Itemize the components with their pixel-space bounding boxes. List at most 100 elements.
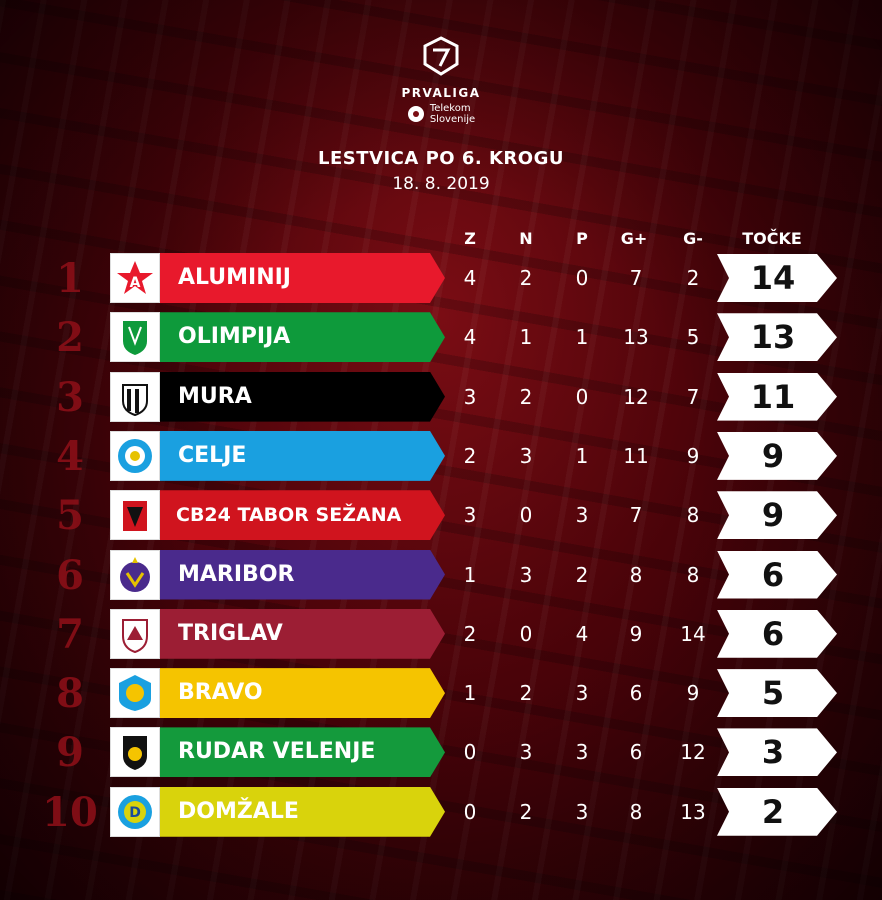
points-badge: 5 [717,669,837,718]
club-banner: DOMŽALE [160,786,445,837]
col-header-points: TOČKE [742,229,802,248]
page-title: LESTVICA PO 6. KROGU [318,148,564,169]
club-name: DOMŽALE [178,798,299,824]
club-banner: ALUMINIJ [160,253,445,303]
points-value: 9 [761,436,785,475]
stat-gplus: 9 [629,621,643,646]
stat-p: 1 [575,443,589,468]
stat-gplus: 8 [629,562,643,587]
stat-gplus: 6 [629,740,643,765]
stat-gplus: 7 [629,266,643,290]
mura-crest-icon [110,371,160,422]
row-rank: 1 [56,255,84,302]
club-banner: MARIBOR [160,549,445,600]
points-value: 2 [761,792,785,831]
stat-p: 4 [575,621,589,646]
stat-gplus: 11 [623,443,649,468]
points-badge: 11 [717,372,837,421]
telekom-icon [407,106,424,122]
points-badge: 9 [717,491,837,540]
points-badge: 14 [717,254,837,302]
stat-gplus: 7 [629,503,643,528]
stat-gplus: 6 [629,681,643,706]
stat-gminus: 14 [680,621,706,646]
stat-gminus: 8 [686,503,700,528]
col-header-n: N [519,229,533,248]
points-value: 5 [761,674,785,713]
row-rank: 8 [56,670,84,718]
olimpija-crest-icon [110,312,160,363]
page-date: 18. 8. 2019 [392,174,490,194]
stat-gplus: 12 [623,384,649,409]
col-header-p: P [576,229,588,248]
stat-z: 1 [463,681,477,706]
stat-z: 1 [463,562,477,587]
league-logo: PRVALIGA Telekom Slovenije [0,36,882,125]
aluminij-crest-icon: A [110,253,160,303]
stat-n: 0 [519,503,533,528]
club-name: CELJE [178,442,247,468]
stat-z: 0 [463,740,477,765]
maribor-crest-icon [110,549,160,600]
club-banner: BRAVO [160,668,445,719]
stat-n: 1 [519,325,533,350]
stat-z: 3 [463,384,477,409]
table-row: 6 MARIBOR 1 3 2 8 8 6 [0,549,882,600]
club-name: CB24 TABOR SEŽANA [176,504,402,527]
stat-gminus: 9 [686,681,700,706]
table-row: 2 OLIMPIJA 4 1 1 13 5 13 [0,312,882,363]
stat-n: 3 [519,443,533,468]
row-rank: 3 [56,373,84,421]
stat-z: 2 [463,443,477,468]
league-name: PRVALIGA [401,86,481,100]
points-value: 9 [761,496,785,535]
stat-gminus: 12 [680,740,706,765]
domzale-crest-icon: D [110,786,160,837]
club-name: RUDAR VELENJE [178,739,376,765]
stat-p: 0 [575,384,589,409]
stat-p: 3 [575,799,589,824]
stat-gminus: 5 [686,325,700,350]
stat-z: 2 [463,621,477,646]
col-header-z: Z [464,229,476,248]
points-value: 11 [750,377,796,416]
club-name: TRIGLAV [178,620,283,646]
table-row: 7 TRIGLAV 2 0 4 9 14 6 [0,608,882,659]
stat-gminus: 9 [686,443,700,468]
points-badge: 3 [717,728,837,777]
points-value: 14 [750,259,796,297]
points-value: 6 [761,614,785,653]
stat-z: 3 [463,503,477,528]
league-shield-icon [423,36,459,76]
club-name: BRAVO [178,680,263,706]
points-badge: 2 [717,787,837,836]
row-rank: 7 [56,610,84,658]
row-rank: 5 [56,492,84,540]
club-banner: MURA [160,371,445,422]
table-row: 1 A ALUMINIJ 4 2 0 7 2 14 [0,253,882,303]
sponsor-line-2: Slovenije [429,114,476,125]
stat-gplus: 8 [629,799,643,824]
celje-crest-icon [110,430,160,481]
table-row: 9 RUDAR VELENJE 0 3 3 6 12 3 [0,727,882,778]
stat-gminus: 8 [686,562,700,587]
stat-gminus: 2 [686,266,700,290]
col-header-gminus: G- [683,229,703,248]
table-row: 10 D DOMŽALE 0 2 3 8 13 2 [0,786,882,837]
stat-n: 2 [519,384,533,409]
stat-n: 2 [519,681,533,706]
stat-p: 0 [575,266,589,290]
col-header-gplus: G+ [620,229,648,248]
club-banner: CELJE [160,430,445,481]
table-row: 8 BRAVO 1 2 3 6 9 5 [0,668,882,719]
tabor-crest-icon [110,490,160,541]
rudar-crest-icon [110,727,160,778]
points-value: 13 [750,318,796,357]
stat-p: 3 [575,740,589,765]
stat-n: 2 [519,266,533,290]
stat-z: 4 [463,325,477,350]
table-row: 4 CELJE 2 3 1 11 9 9 [0,430,882,481]
club-name: MARIBOR [178,561,295,587]
points-value: 6 [761,555,785,594]
stat-z: 4 [463,266,477,290]
